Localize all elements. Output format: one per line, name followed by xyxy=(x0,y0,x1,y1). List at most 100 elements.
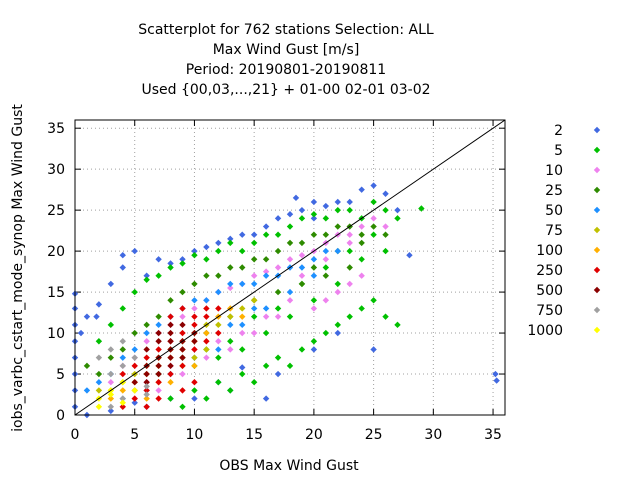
data-point xyxy=(107,346,115,353)
series-5 xyxy=(95,198,425,411)
data-point xyxy=(95,354,103,361)
data-point xyxy=(215,379,222,386)
data-point xyxy=(191,313,198,320)
data-point xyxy=(203,297,210,304)
data-point xyxy=(239,264,246,271)
data-point xyxy=(119,338,126,345)
y-tick-label: 10 xyxy=(47,326,65,342)
data-point xyxy=(95,338,103,345)
data-point xyxy=(382,190,389,197)
data-point xyxy=(107,280,115,288)
data-point xyxy=(203,329,210,337)
data-point xyxy=(334,223,341,230)
data-point xyxy=(215,247,222,255)
data-point xyxy=(203,395,210,402)
data-point xyxy=(358,272,365,279)
y-tick-label: 35 xyxy=(47,121,65,137)
data-point xyxy=(370,297,377,304)
legend-marker xyxy=(593,306,601,314)
data-point xyxy=(95,301,103,308)
legend-label: 10 xyxy=(545,163,563,179)
data-point xyxy=(95,379,103,386)
legend-label: 75 xyxy=(545,223,563,239)
data-point xyxy=(382,247,389,255)
data-point xyxy=(95,370,103,378)
legend-marker xyxy=(593,246,601,254)
data-point xyxy=(143,276,150,283)
data-point xyxy=(203,354,210,361)
data-point xyxy=(286,288,294,296)
data-point xyxy=(310,256,318,263)
data-point xyxy=(167,313,174,320)
data-point xyxy=(179,362,186,370)
data-point xyxy=(155,346,162,353)
data-point xyxy=(394,206,401,214)
data-point xyxy=(239,280,246,288)
title-line-3: Period: 20190801-20190811 xyxy=(186,62,386,78)
data-point xyxy=(131,288,138,296)
data-point xyxy=(143,346,150,353)
data-point xyxy=(131,247,138,255)
data-point xyxy=(107,321,115,329)
data-point xyxy=(203,272,210,279)
series-1000 xyxy=(95,379,138,411)
data-point xyxy=(143,321,150,329)
data-point xyxy=(107,407,115,415)
data-point xyxy=(215,239,222,247)
data-point xyxy=(143,403,150,411)
data-point xyxy=(191,395,198,402)
legend-marker xyxy=(593,146,601,154)
data-point xyxy=(167,338,174,345)
data-point xyxy=(167,379,174,386)
data-point xyxy=(239,313,246,320)
data-point xyxy=(119,252,126,259)
data-point xyxy=(298,264,306,271)
data-point xyxy=(310,264,318,271)
data-point xyxy=(191,338,198,345)
data-point xyxy=(143,387,150,394)
legend-marker xyxy=(593,126,601,134)
data-point xyxy=(227,264,234,271)
data-point xyxy=(370,346,377,353)
title-line-1: Scatterplot for 762 stations Selection: … xyxy=(138,22,434,38)
legend-label: 25 xyxy=(545,183,563,199)
data-point xyxy=(382,206,389,214)
data-point xyxy=(107,391,115,398)
data-point xyxy=(227,235,234,243)
data-point xyxy=(322,264,330,271)
data-point xyxy=(382,313,389,320)
data-point xyxy=(346,206,353,214)
legend-item: 100 xyxy=(536,243,601,259)
x-tick-label: 10 xyxy=(186,427,204,443)
data-point xyxy=(262,362,270,370)
data-point xyxy=(191,387,198,394)
data-point xyxy=(322,231,330,238)
data-point xyxy=(334,321,341,329)
data-point xyxy=(310,272,318,279)
data-point xyxy=(167,362,174,370)
data-point xyxy=(274,247,282,255)
data-point xyxy=(203,346,210,353)
data-point xyxy=(191,354,198,361)
data-point xyxy=(191,252,198,259)
data-point xyxy=(83,362,91,370)
data-point xyxy=(179,387,186,394)
data-point xyxy=(346,231,353,238)
legend-item: 5 xyxy=(554,143,601,159)
series-10 xyxy=(107,215,389,402)
data-point xyxy=(262,223,270,230)
data-point xyxy=(298,215,306,222)
data-point xyxy=(250,239,258,247)
data-point xyxy=(346,264,353,271)
data-point xyxy=(107,354,115,361)
title-line-2: Max Wind Gust [m/s] xyxy=(213,42,360,58)
data-point xyxy=(239,329,246,337)
data-point xyxy=(370,223,377,230)
legend-label: 5 xyxy=(554,143,563,159)
data-point xyxy=(250,256,258,263)
legend-marker xyxy=(593,286,601,294)
data-point xyxy=(322,202,330,210)
x-tick-label: 5 xyxy=(130,427,139,443)
data-point xyxy=(155,338,162,345)
data-point xyxy=(119,354,126,361)
